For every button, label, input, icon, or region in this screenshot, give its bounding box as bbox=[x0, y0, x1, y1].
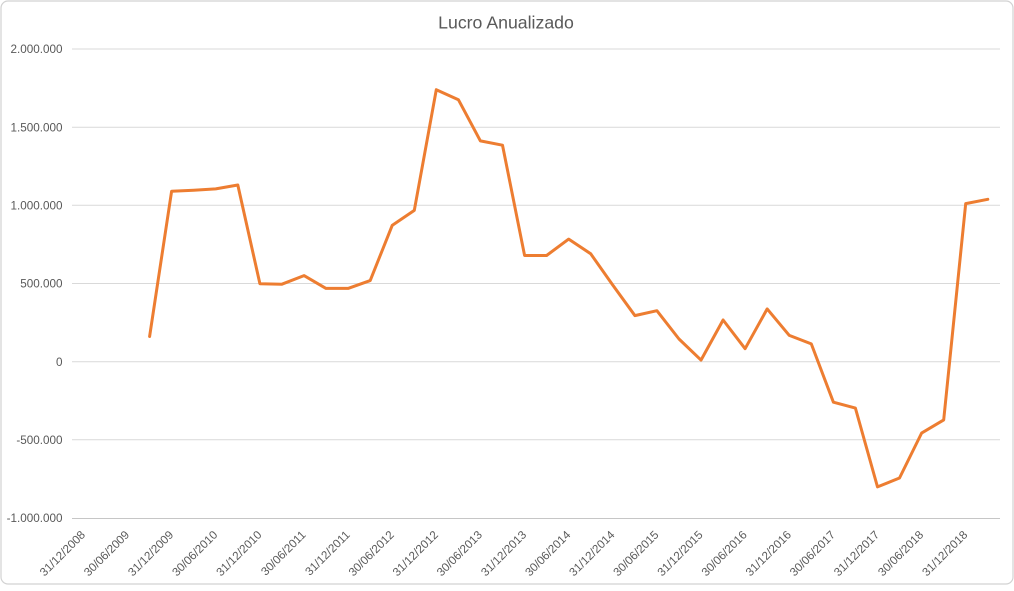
svg-text:-500.000: -500.000 bbox=[16, 434, 63, 447]
svg-text:500.000: 500.000 bbox=[20, 278, 63, 291]
svg-text:0: 0 bbox=[56, 356, 63, 369]
svg-text:1.000.000: 1.000.000 bbox=[11, 200, 63, 213]
svg-text:Lucro Anualizado: Lucro Anualizado bbox=[438, 13, 574, 33]
svg-text:2.000.000: 2.000.000 bbox=[11, 43, 63, 56]
svg-text:-1.000.000: -1.000.000 bbox=[7, 512, 63, 525]
svg-text:1.500.000: 1.500.000 bbox=[11, 121, 63, 134]
